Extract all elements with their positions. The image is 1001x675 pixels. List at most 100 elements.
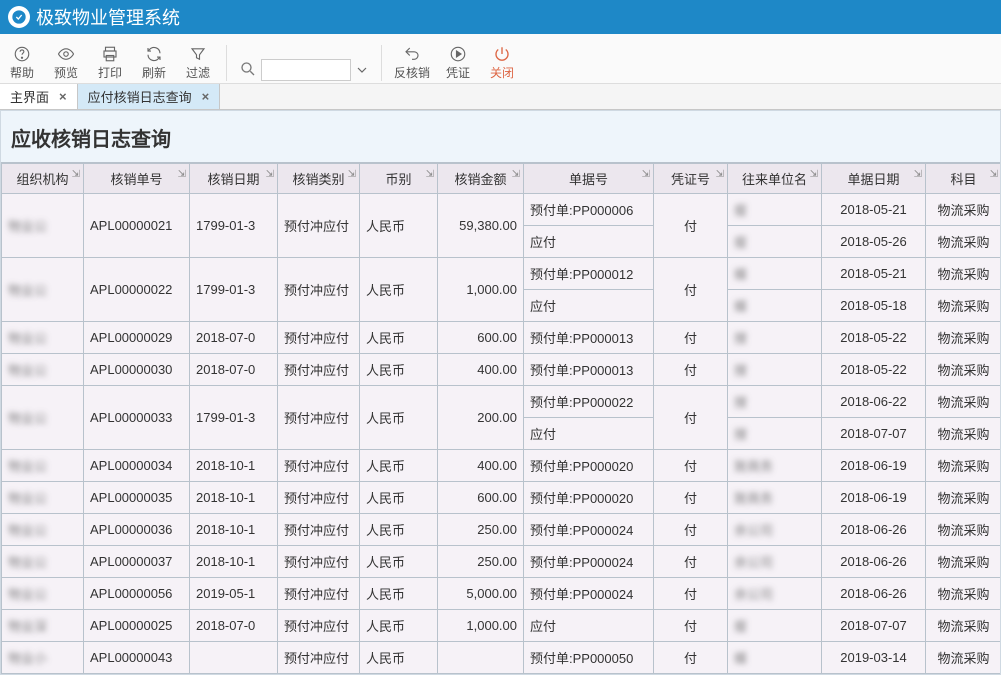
col-wtype[interactable]: 核销类别⇲ [278,164,360,194]
table-row[interactable]: 物业公APL000000211799-01-3预付冲应付人民币59,380.00… [2,194,1001,226]
cell-partner: 蝶 [728,290,822,322]
cell-ref: 预付单:PP000022 [524,386,654,418]
cell-amount: 400.00 [438,450,524,482]
cell-wtype: 预付冲应付 [278,578,360,610]
cell-partner: 搜 [728,354,822,386]
pin-icon[interactable]: ⇲ [990,169,998,180]
cell-ref: 预付单:PP000012 [524,258,654,290]
tab-close-icon[interactable]: × [202,89,210,104]
col-org[interactable]: 组织机构⇲ [2,164,84,194]
tab-main[interactable]: 主界面 × [0,84,78,109]
cell-org: 物业深 [2,610,84,642]
close-label: 关闭 [490,64,514,81]
print-button[interactable]: 打印 [94,44,126,81]
cell-org: 物业公 [2,578,84,610]
cell-voucher: 付 [654,450,728,482]
cell-wno: APL00000033 [84,386,190,450]
cell-partner: 致商务 [728,482,822,514]
voucher-label: 凭证 [446,64,470,81]
cell-wtype: 预付冲应付 [278,450,360,482]
cell-wdate: 2018-10-1 [190,450,278,482]
cell-refdate: 2018-05-21 [822,258,926,290]
search-dropdown[interactable] [355,63,369,77]
table-row[interactable]: 物业深APL000000252018-07-0预付冲应付人民币1,000.00应… [2,610,1001,642]
search-input[interactable] [261,59,351,81]
pin-icon[interactable]: ⇲ [72,169,80,180]
pin-icon[interactable]: ⇲ [716,169,724,180]
refresh-button[interactable]: 刷新 [138,44,170,81]
col-wno[interactable]: 核销单号⇲ [84,164,190,194]
col-ref[interactable]: 单据号⇲ [524,164,654,194]
pin-icon[interactable]: ⇲ [426,169,434,180]
cell-partner: 搜 [728,418,822,450]
cell-refdate: 2018-05-22 [822,322,926,354]
page-title: 应收核销日志查询 [1,111,1000,162]
tab-close-icon[interactable]: × [59,89,67,104]
tab-current[interactable]: 应付核销日志查询 × [78,84,221,109]
cell-subject: 物流采购 [926,354,1001,386]
unwriteoff-button[interactable]: 反核销 [394,44,430,81]
pin-icon[interactable]: ⇲ [512,169,520,180]
pin-icon[interactable]: ⇲ [348,169,356,180]
cell-currency: 人民币 [360,322,438,354]
filter-button[interactable]: 过滤 [182,44,214,81]
table-row[interactable]: 物业小APL00000043预付冲应付人民币预付单:PP000050付蝶2019… [2,642,1001,674]
grid: 组织机构⇲ 核销单号⇲ 核销日期⇲ 核销类别⇲ 币别⇲ 核销金额⇲ 单据号⇲ 凭… [1,162,1000,674]
cell-voucher: 付 [654,258,728,322]
print-icon [101,44,119,64]
cell-refdate: 2018-05-26 [822,226,926,258]
cell-wno: APL00000043 [84,642,190,674]
tab-current-label: 应付核销日志查询 [88,87,192,106]
cell-wtype: 预付冲应付 [278,322,360,354]
table-header-row: 组织机构⇲ 核销单号⇲ 核销日期⇲ 核销类别⇲ 币别⇲ 核销金额⇲ 单据号⇲ 凭… [2,164,1001,194]
col-refdate[interactable]: 单据日期⇲ [822,164,926,194]
cell-subject: 物流采购 [926,258,1001,290]
cell-wdate: 2018-07-0 [190,354,278,386]
table-row[interactable]: 物业公APL000000302018-07-0预付冲应付人民币400.00预付单… [2,354,1001,386]
cell-currency: 人民币 [360,450,438,482]
col-subject[interactable]: 科目⇲ [926,164,1001,194]
table-row[interactable]: 物业公APL000000331799-01-3预付冲应付人民币200.00预付单… [2,386,1001,418]
col-partner[interactable]: 往来单位名⇲ [728,164,822,194]
cell-currency: 人民币 [360,642,438,674]
cell-partner: 瘦 [728,194,822,226]
cell-voucher: 付 [654,642,728,674]
help-button[interactable]: 帮助 [6,44,38,81]
cell-currency: 人民币 [360,546,438,578]
table-row[interactable]: 物业公APL000000342018-10-1预付冲应付人民币400.00预付单… [2,450,1001,482]
cell-ref: 预付单:PP000020 [524,450,654,482]
help-icon [13,44,31,64]
table-row[interactable]: 物业公APL000000362018-10-1预付冲应付人民币250.00预付单… [2,514,1001,546]
col-voucher[interactable]: 凭证号⇲ [654,164,728,194]
cell-refdate: 2018-06-26 [822,546,926,578]
cell-partner: 致商务 [728,450,822,482]
preview-button[interactable]: 预览 [50,44,82,81]
pin-icon[interactable]: ⇲ [178,169,186,180]
pin-icon[interactable]: ⇲ [266,169,274,180]
pin-icon[interactable]: ⇲ [810,169,818,180]
cell-subject: 物流采购 [926,642,1001,674]
table-row[interactable]: 物业公APL000000562019-05-1预付冲应付人民币5,000.00预… [2,578,1001,610]
table-row[interactable]: 物业公APL000000292018-07-0预付冲应付人民币600.00预付单… [2,322,1001,354]
cell-partner: 蝶 [728,258,822,290]
pin-icon[interactable]: ⇲ [914,169,922,180]
cell-org: 物业公 [2,546,84,578]
table-row[interactable]: 物业公APL000000372018-10-1预付冲应付人民币250.00预付单… [2,546,1001,578]
cell-subject: 物流采购 [926,386,1001,418]
col-wdate[interactable]: 核销日期⇲ [190,164,278,194]
voucher-button[interactable]: 凭证 [442,44,474,81]
col-currency[interactable]: 币别⇲ [360,164,438,194]
search-wrap [239,59,369,81]
close-button[interactable]: 关闭 [486,44,518,81]
cell-voucher: 付 [654,482,728,514]
cell-amount: 250.00 [438,546,524,578]
table-row[interactable]: 物业公APL000000221799-01-3预付冲应付人民币1,000.00预… [2,258,1001,290]
cell-currency: 人民币 [360,514,438,546]
col-amount[interactable]: 核销金额⇲ [438,164,524,194]
cell-ref: 应付 [524,610,654,642]
cell-voucher: 付 [654,610,728,642]
cell-refdate: 2019-03-14 [822,642,926,674]
pin-icon[interactable]: ⇲ [642,169,650,180]
table-row[interactable]: 物业公APL000000352018-10-1预付冲应付人民币600.00预付单… [2,482,1001,514]
cell-voucher: 付 [654,386,728,450]
